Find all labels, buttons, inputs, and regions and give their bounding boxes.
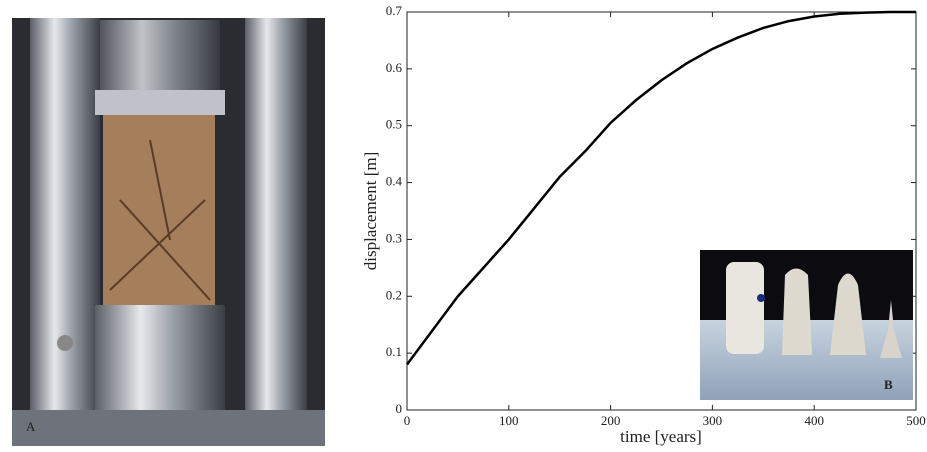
photo-b: B xyxy=(700,250,913,400)
photo-a: A xyxy=(12,18,325,446)
x-tick-label: 500 xyxy=(906,413,926,428)
x-tick-label: 400 xyxy=(804,413,824,428)
y-tick-label: 0.4 xyxy=(386,174,403,189)
y-tick-label: 0.2 xyxy=(386,287,402,302)
y-axis-label: displacement [m] xyxy=(361,152,380,271)
x-tick-label: 0 xyxy=(404,413,411,428)
data-line xyxy=(405,10,916,366)
x-tick-label: 100 xyxy=(499,413,519,428)
plot-frame xyxy=(406,11,917,411)
x-axis-label: time [years] xyxy=(620,427,702,446)
y-tick-label: 0 xyxy=(396,401,403,416)
y-tick-label: 0.5 xyxy=(386,117,402,132)
y-tick-label: 0.7 xyxy=(386,3,403,18)
x-tick-label: 200 xyxy=(601,413,621,428)
x-tick-label: 300 xyxy=(703,413,723,428)
y-tick-label: 0.3 xyxy=(386,230,402,245)
photo-label: A xyxy=(26,419,36,434)
y-tick-label: 0.1 xyxy=(386,344,402,359)
y-tick-label: 0.6 xyxy=(386,60,403,75)
photo-label: B xyxy=(884,377,893,392)
